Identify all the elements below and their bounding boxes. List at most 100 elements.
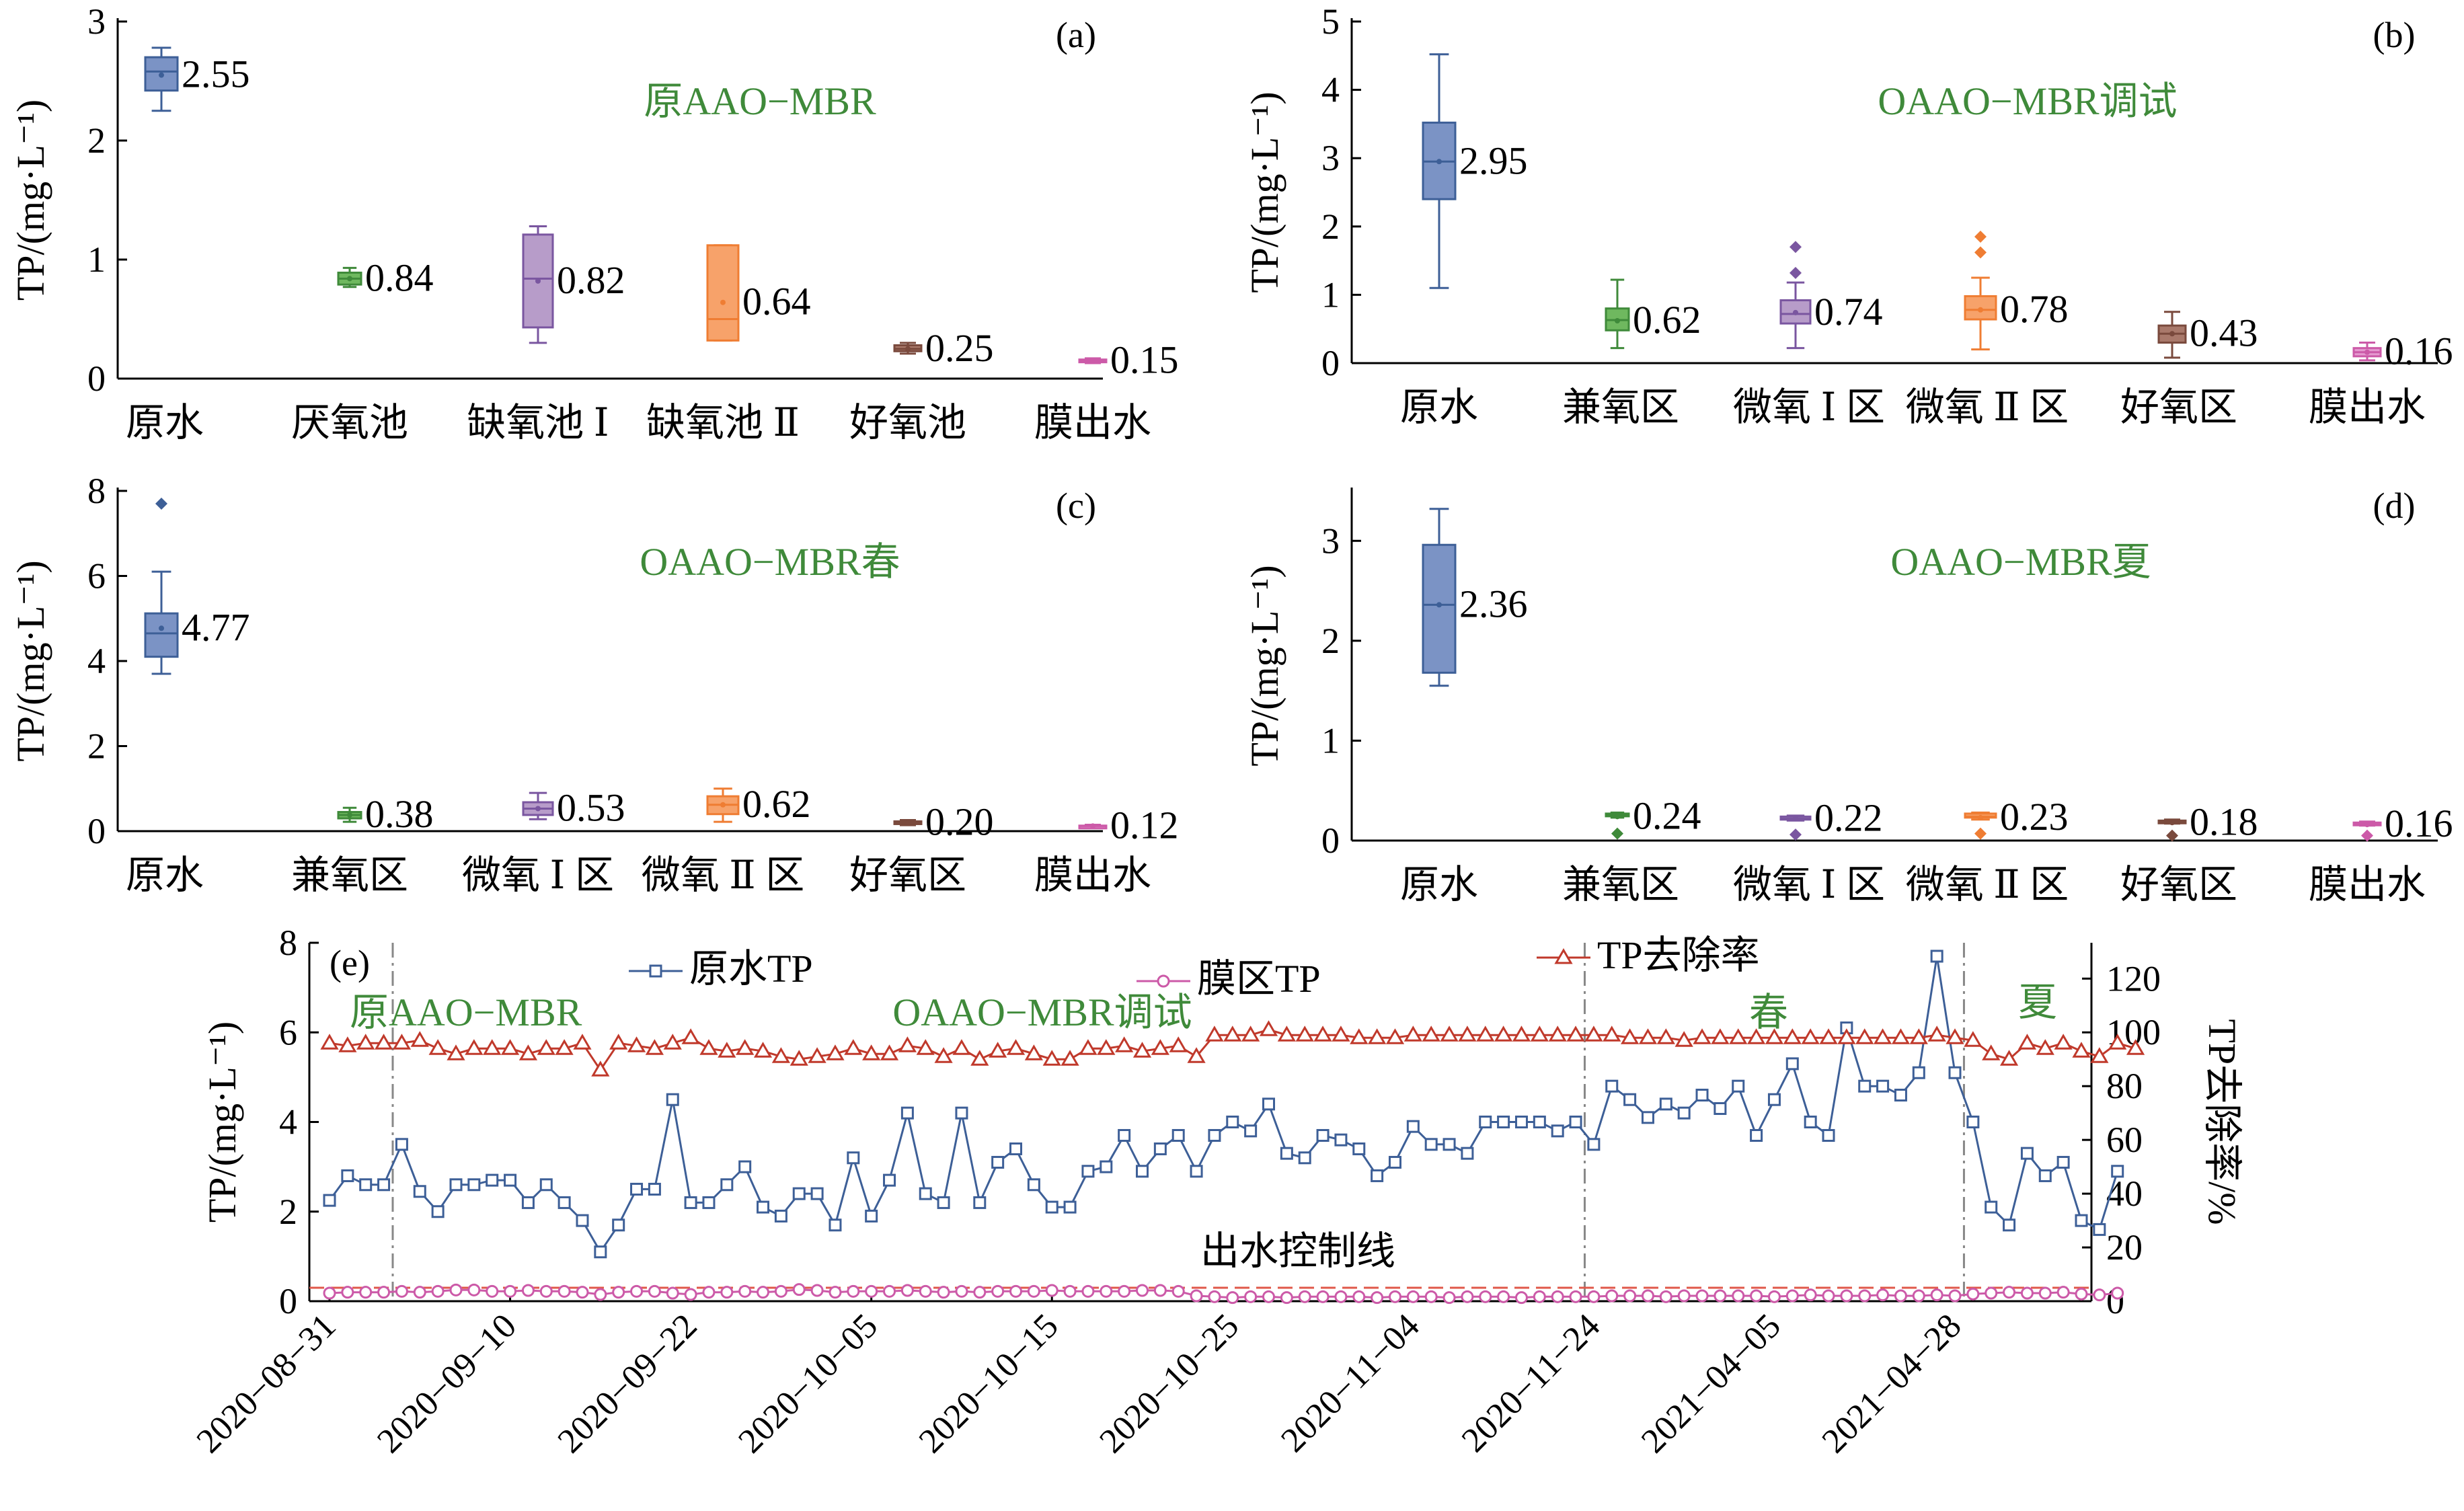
data-point [539,1284,553,1298]
box-4: 0.25 [893,326,994,370]
data-point [1118,1128,1131,1142]
data-point [1371,1291,1384,1305]
data-point [2020,1286,2034,1300]
y-tick-label: 1 [1321,274,1340,315]
data-point [1909,1028,1928,1044]
data-point [1876,1288,1890,1302]
legend-label: 原水TP [689,947,813,991]
data-point [2056,1286,2070,1299]
data-point [1985,1200,1998,1214]
data-point [431,1284,445,1298]
data-point [919,1284,932,1298]
data-point [1208,1290,1221,1303]
data-point [973,1286,987,1299]
box-value-label: 2.36 [1459,582,1528,625]
data-point [1714,1289,1727,1303]
x-tick-label: 2021−04−05 [1634,1307,1788,1461]
x-tick-label: 2020−10−05 [731,1307,885,1461]
data-point [1587,1138,1601,1151]
data-point [1750,1128,1763,1142]
panel-title: OAAO−MBR调试 [1878,79,2177,123]
box-value-label: 0.23 [2000,795,2069,839]
data-point [648,1284,661,1298]
data-point [1855,1028,1874,1044]
data-point [1027,1178,1040,1192]
data-point [1461,1290,1474,1303]
data-point [1801,1028,1820,1044]
x-tick-label: 2020−09−22 [551,1307,705,1461]
x-category-label: 好氧池 [849,401,966,444]
x-category-label: 微氧 Ⅰ 区 [462,853,614,897]
data-point [2036,1039,2054,1055]
data-point [1551,1290,1564,1303]
data-point [1930,1288,1943,1302]
data-point [449,1178,463,1192]
data-point [1187,1047,1206,1063]
data-point [2090,1047,2109,1063]
box-outlier [1611,827,1623,840]
data-point [1241,1025,1260,1042]
box-outlier [1789,241,1802,254]
box-mean [1615,814,1620,820]
box-mean [1090,358,1095,364]
box-value-label: 0.62 [1633,298,1701,342]
data-point [900,1106,914,1120]
data-point [1693,1028,1711,1044]
box-3: 0.23 [1964,795,2069,840]
data-point [1569,1116,1582,1128]
x-category-label: 厌氧池 [291,401,408,444]
data-point [2075,1214,2088,1227]
box-value-label: 0.18 [2190,800,2258,843]
data-point [1171,1284,1185,1298]
panel-label: (d) [2373,486,2416,526]
data-point [1966,1116,1980,1128]
data-point [341,1286,354,1299]
data-point [757,1286,770,1299]
data-point [1132,1042,1152,1058]
data-point [323,1194,336,1207]
data-point [612,1286,625,1299]
y-tick-label-right: 60 [2106,1120,2143,1160]
data-point [576,1286,589,1299]
legend-entry-0: 原水TP [629,947,813,991]
data-point [557,1196,571,1209]
box-iqr [1422,543,1457,674]
box-value-label: 0.62 [742,782,811,826]
x-category-label: 膜出水 [1034,401,1151,444]
box-0: 2.95 [1422,53,1528,289]
y-tick-label: 1 [1321,720,1340,761]
data-point [627,1036,646,1052]
data-point [1406,1290,1420,1303]
x-category-label: 兼氧区 [1562,385,1679,429]
data-point [1621,1028,1640,1044]
data-point [594,1288,607,1301]
data-point [970,1050,989,1066]
data-point [2017,1034,2037,1050]
data-point [1641,1111,1654,1124]
data-point [829,1286,842,1299]
data-point [1765,1028,1784,1044]
phase-label: OAAO−MBR调试 [892,991,1192,1034]
legend-label: TP去除率 [1597,933,1760,977]
data-point [955,1106,968,1120]
data-point [1422,1025,1440,1042]
box-3: 0.78 [1964,231,2069,351]
box-mean [2169,331,2175,337]
data-point [1458,1025,1477,1042]
data-point [1746,1028,1766,1044]
box-1: 0.24 [1605,793,1701,840]
box-5: 0.12 [1078,803,1179,847]
box-3: 0.62 [706,782,811,826]
data-point [826,1044,845,1060]
y-tick-label-left: 2 [279,1192,297,1232]
data-point [1169,1036,1188,1052]
data-point [1656,1028,1675,1044]
data-point [865,1284,878,1298]
x-category-label: 原水 [126,401,204,444]
data-point [1479,1290,1492,1303]
data-point [320,1034,339,1050]
data-point [467,1283,481,1296]
data-point [1623,1093,1637,1106]
